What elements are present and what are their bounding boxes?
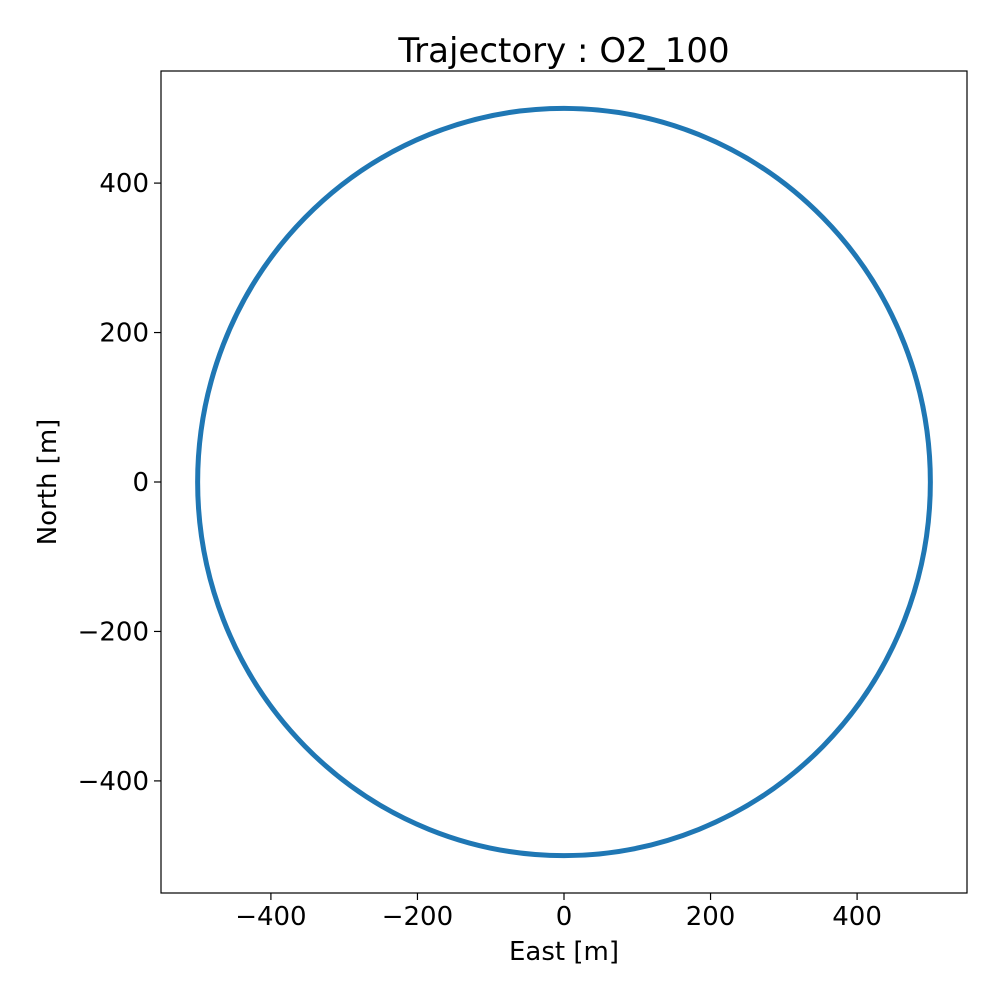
- x-tick-label: 200: [686, 902, 736, 932]
- y-tick-label: −200: [78, 617, 149, 647]
- y-axis: −400 −200 0 200 400: [78, 169, 161, 797]
- x-tick-label: −400: [235, 902, 306, 932]
- y-tick-label: 400: [99, 169, 149, 199]
- y-tick-label: −400: [78, 767, 149, 797]
- trajectory-line-0: [195, 105, 933, 859]
- plot-area: [195, 105, 933, 859]
- x-axis: −400 −200 0 200 400: [235, 893, 882, 932]
- y-axis-label: North [m]: [33, 419, 63, 546]
- x-tick-label: 0: [556, 902, 573, 932]
- chart-title: Trajectory : O2_100: [397, 31, 729, 71]
- x-tick-label: 400: [832, 902, 882, 932]
- x-tick-label: −200: [382, 902, 453, 932]
- y-tick-label: 0: [132, 468, 149, 498]
- x-axis-label: East [m]: [509, 937, 619, 967]
- y-tick-label: 200: [99, 319, 149, 349]
